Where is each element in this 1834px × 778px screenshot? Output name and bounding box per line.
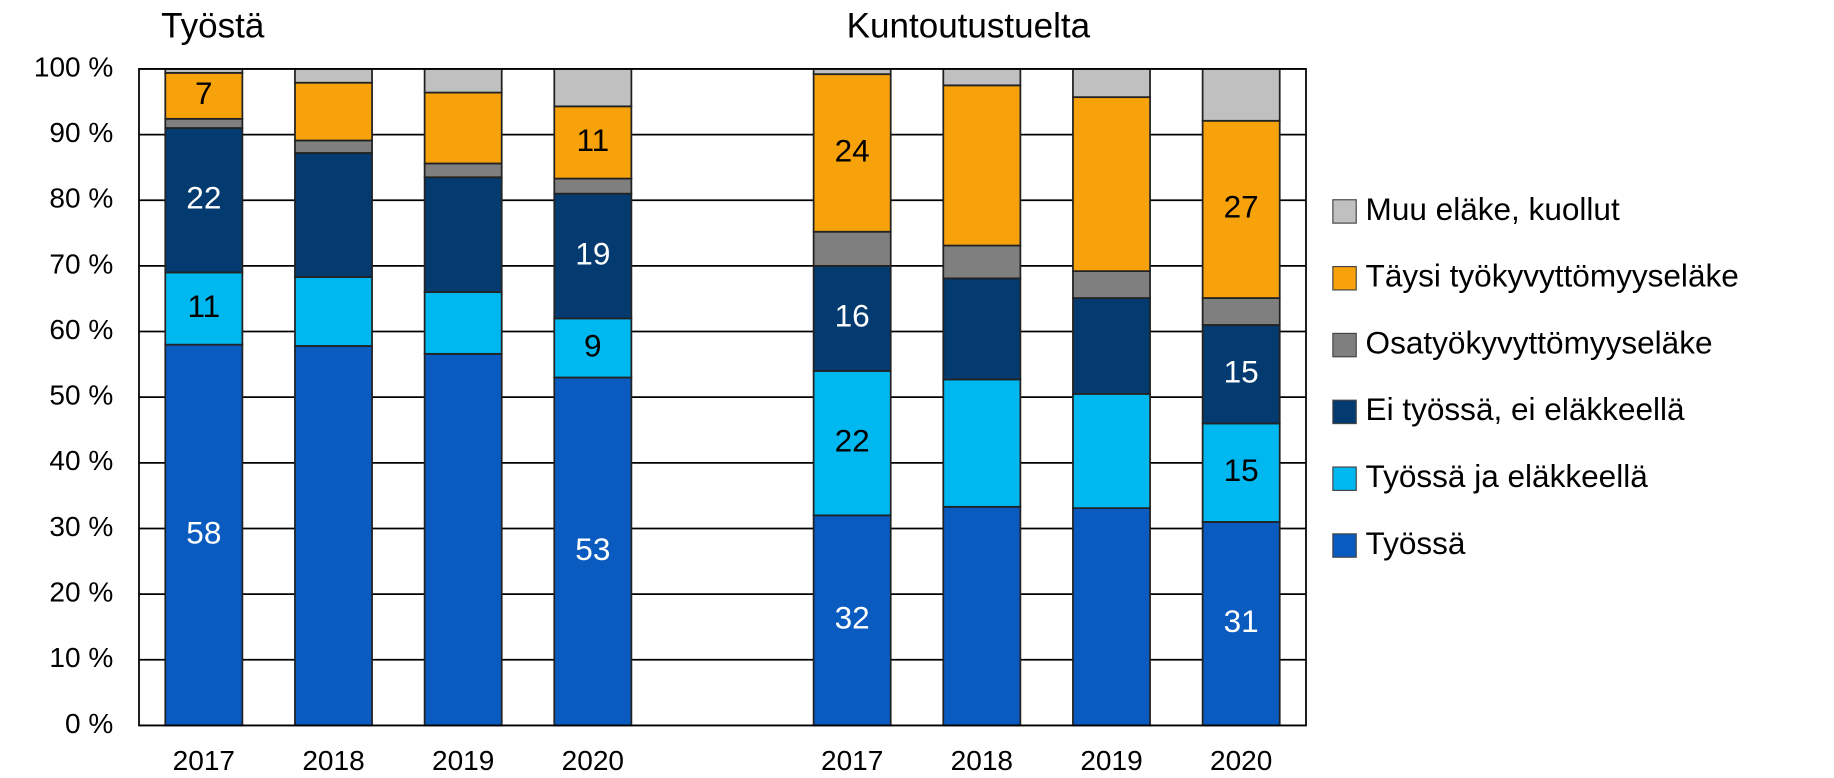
bar-segment (164, 117, 244, 129)
y-tick-label: 70 % (49, 248, 113, 279)
bar-segment (1201, 68, 1281, 122)
legend-label: Työssä (1366, 525, 1466, 561)
bar-segment (423, 352, 503, 727)
bar-segment (942, 244, 1022, 280)
y-tick-label: 80 % (49, 183, 113, 214)
y-tick-label: 20 % (49, 577, 113, 608)
legend-swatch (1332, 399, 1357, 425)
bar-segment (1072, 507, 1151, 727)
x-tick-label: 2018 (302, 745, 364, 776)
data-label: 24 (835, 132, 870, 168)
bar-segment (812, 264, 892, 372)
data-label: 22 (835, 422, 870, 458)
bar-segment (1072, 270, 1151, 299)
bar-segment (164, 127, 244, 274)
legend-swatch (1332, 466, 1357, 491)
x-tick-label: 2020 (1210, 745, 1272, 776)
data-label: 15 (1224, 452, 1259, 488)
data-label: 7 (195, 75, 213, 111)
bar-segment (294, 345, 373, 727)
data-label: 27 (1224, 189, 1259, 225)
plot-border (138, 68, 1307, 727)
bar-segment (423, 91, 503, 165)
bar-segment (1201, 324, 1281, 425)
legend-label: Osatyökyvyttömyyseläke (1366, 324, 1713, 360)
bar-segment (1201, 119, 1281, 299)
bar-segment (553, 68, 633, 108)
data-label: 58 (186, 514, 221, 550)
bar-segment (294, 139, 373, 154)
data-label: 16 (835, 298, 870, 334)
data-label: 53 (575, 531, 610, 567)
y-tick-label: 10 % (49, 642, 113, 673)
group-title: Kuntoutustuelta (847, 6, 1091, 45)
bar-segment (294, 276, 373, 347)
bar-segment (553, 177, 633, 195)
bar-segment (164, 271, 244, 346)
data-label: 19 (575, 235, 610, 271)
bar-segment (423, 162, 503, 179)
y-tick-label: 60 % (49, 314, 113, 345)
data-label: 22 (186, 180, 221, 216)
bar-segment (423, 176, 503, 294)
data-label: 11 (187, 288, 220, 324)
legend-label: Työssä ja eläkkeellä (1366, 458, 1649, 494)
bar-segment (942, 84, 1022, 247)
bar-segment (1072, 96, 1151, 273)
data-label: 15 (1224, 354, 1259, 390)
x-tick-label: 2019 (432, 745, 494, 776)
bar-segment (423, 68, 503, 94)
group-title: Työstä (161, 6, 265, 45)
x-tick-label: 2020 (562, 745, 624, 776)
bar-segment (1072, 297, 1151, 395)
y-tick-label: 90 % (49, 117, 113, 148)
bar-segment (294, 81, 373, 142)
legend-swatch (1332, 533, 1357, 558)
x-tick-label: 2018 (951, 745, 1013, 776)
legend-swatch (1332, 199, 1357, 224)
bar-segment (812, 370, 892, 517)
data-label: 11 (576, 122, 609, 158)
bar-segment (942, 378, 1022, 508)
y-tick-label: 0 % (65, 708, 113, 739)
y-tick-label: 30 % (49, 511, 113, 542)
bar-segment (553, 192, 633, 320)
legend-swatch (1332, 265, 1357, 291)
bar-segment (942, 277, 1022, 381)
data-label: 9 (584, 327, 602, 363)
bar-segment (553, 376, 633, 727)
data-label: 31 (1224, 603, 1259, 639)
legend-label: Ei työssä, ei eläkkeellä (1366, 391, 1685, 427)
x-tick-label: 2019 (1080, 745, 1142, 776)
data-label: 32 (835, 600, 870, 636)
bar-segment (1201, 297, 1281, 326)
bar-segment (942, 68, 1022, 87)
bar-segment (164, 343, 244, 727)
legend-swatch (1332, 332, 1357, 358)
bar-segment (1072, 393, 1151, 510)
legend-label: Täysi työkyvyttömyyseläke (1366, 258, 1739, 294)
bar-segment (294, 152, 373, 278)
x-tick-label: 2017 (173, 745, 235, 776)
bar-segment (294, 68, 373, 84)
bar-segment (812, 230, 892, 267)
y-tick-label: 100 % (34, 51, 113, 82)
bar-segment (1072, 68, 1151, 99)
bar-segment (553, 317, 633, 379)
bar-segment (164, 71, 244, 120)
legend-label: Muu eläke, kuollut (1366, 191, 1620, 227)
x-tick-label: 2017 (821, 745, 883, 776)
y-tick-label: 40 % (49, 445, 113, 476)
bar-segment (812, 514, 892, 727)
bar-segment (423, 291, 503, 355)
y-tick-label: 50 % (49, 380, 113, 411)
bar-segment (942, 505, 1022, 727)
